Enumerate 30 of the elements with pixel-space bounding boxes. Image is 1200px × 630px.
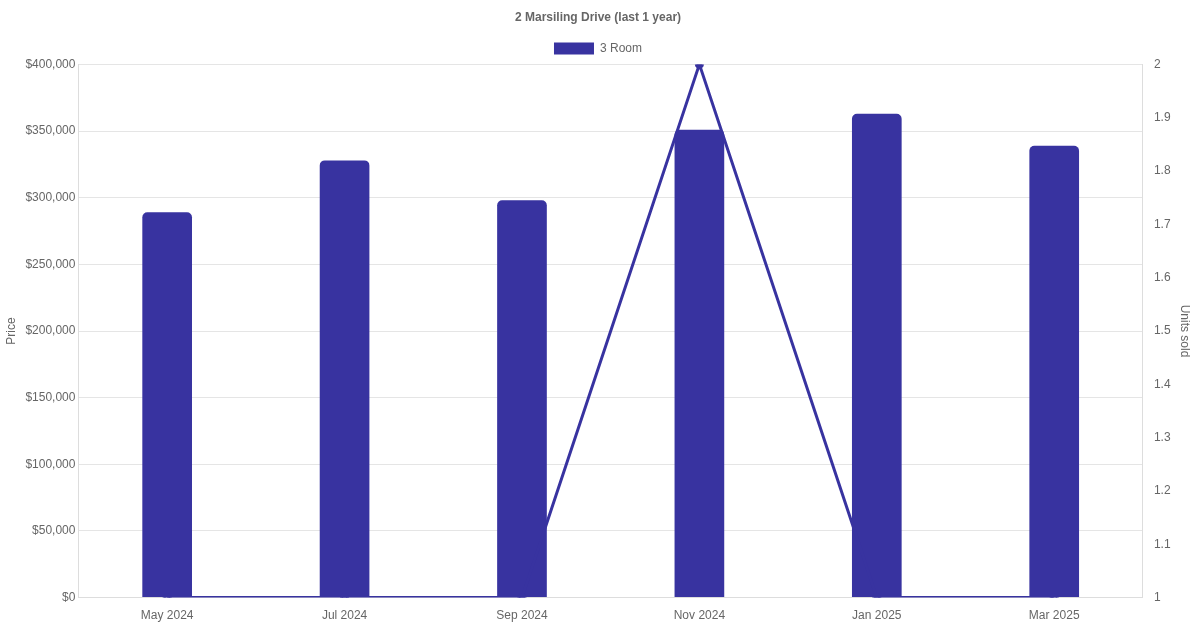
chart-title: 2 Marsiling Drive (last 1 year): [514, 9, 682, 24]
y2-tick-label: 1.8: [1153, 163, 1171, 178]
y2-tick-label: 1.9: [1153, 110, 1171, 125]
legend-label: 3 Room: [599, 40, 643, 55]
y2-axis-title: Units sold: [1178, 304, 1193, 358]
x-tick-label: Mar 2025: [1028, 608, 1080, 623]
y2-tick-label: 1.7: [1153, 216, 1171, 231]
y-tick-label: $50,000: [32, 523, 76, 538]
y2-tick-label: 1.1: [1153, 536, 1171, 551]
y-tick-label: $100,000: [25, 456, 76, 471]
x-tick-label: Nov 2024: [673, 608, 726, 623]
y2-tick-label: 1.2: [1153, 483, 1171, 498]
y2-tick-label: 1.5: [1153, 323, 1171, 338]
y-tick-label: $200,000: [25, 323, 76, 338]
y-tick-label: $150,000: [25, 389, 76, 404]
y2-tick-label: 1.6: [1153, 269, 1171, 284]
x-tick-label: Jul 2024: [321, 608, 368, 623]
y-axis-title: Price: [3, 317, 18, 345]
y-tick-label: $350,000: [25, 123, 76, 138]
y-tick-label: $0: [62, 589, 76, 604]
x-tick-label: Sep 2024: [496, 608, 548, 623]
y2-tick-label: 1.4: [1153, 376, 1171, 391]
x-tick-label: May 2024: [140, 608, 194, 623]
y2-tick-label: 2: [1153, 56, 1161, 71]
y-tick-label: $250,000: [25, 256, 76, 271]
y2-tick-label: 1: [1153, 589, 1161, 604]
y-tick-label: $300,000: [25, 190, 76, 205]
y2-tick-label: 1.3: [1153, 429, 1171, 444]
x-tick-label: Jan 2025: [852, 608, 902, 623]
y-tick-label: $400,000: [25, 56, 76, 71]
